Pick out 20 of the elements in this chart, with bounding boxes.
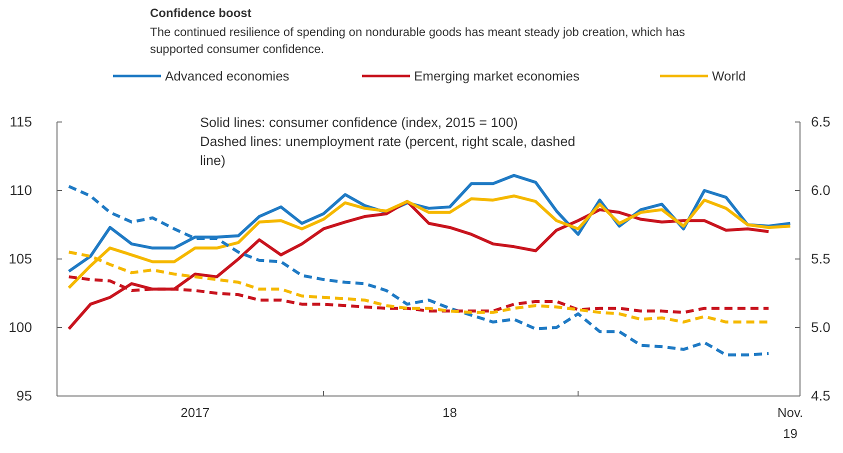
x-tick-label: 18: [442, 405, 458, 420]
y2-tick-label: 6.0: [811, 182, 831, 198]
y-tick-label: 105: [8, 250, 32, 266]
y2-tick-label: 5.0: [811, 318, 831, 335]
y2-tick-label: 6.5: [811, 113, 831, 130]
y-tick-label: 110: [10, 182, 32, 198]
legend-label: Emerging market economies: [414, 68, 580, 84]
legend-label: World: [712, 68, 746, 84]
y2-tick-label: 4.5: [811, 387, 831, 404]
chart-title: Confidence boost: [150, 6, 252, 20]
annotation: Dashed lines: unemployment rate (percent, right scale, dashed line): [200, 134, 576, 168]
legend-label: Advanced economies: [165, 68, 290, 84]
y-tick-label: 100: [8, 318, 32, 335]
x-tick-label: Nov. 19: [777, 405, 804, 442]
y-tick-label: 115: [10, 113, 32, 130]
x-tick-label: 2017: [180, 405, 210, 420]
y2-tick-label: 5.5: [811, 250, 831, 266]
y-tick-label: 95: [16, 387, 32, 404]
annotation: Solid lines: consumer confidence (index, 2015 = 100): [200, 115, 518, 130]
chart-subtitle: The continued resilience of spending on nondurable goods has meant steady job creation, which has supported consumer confidence.: [150, 25, 686, 56]
